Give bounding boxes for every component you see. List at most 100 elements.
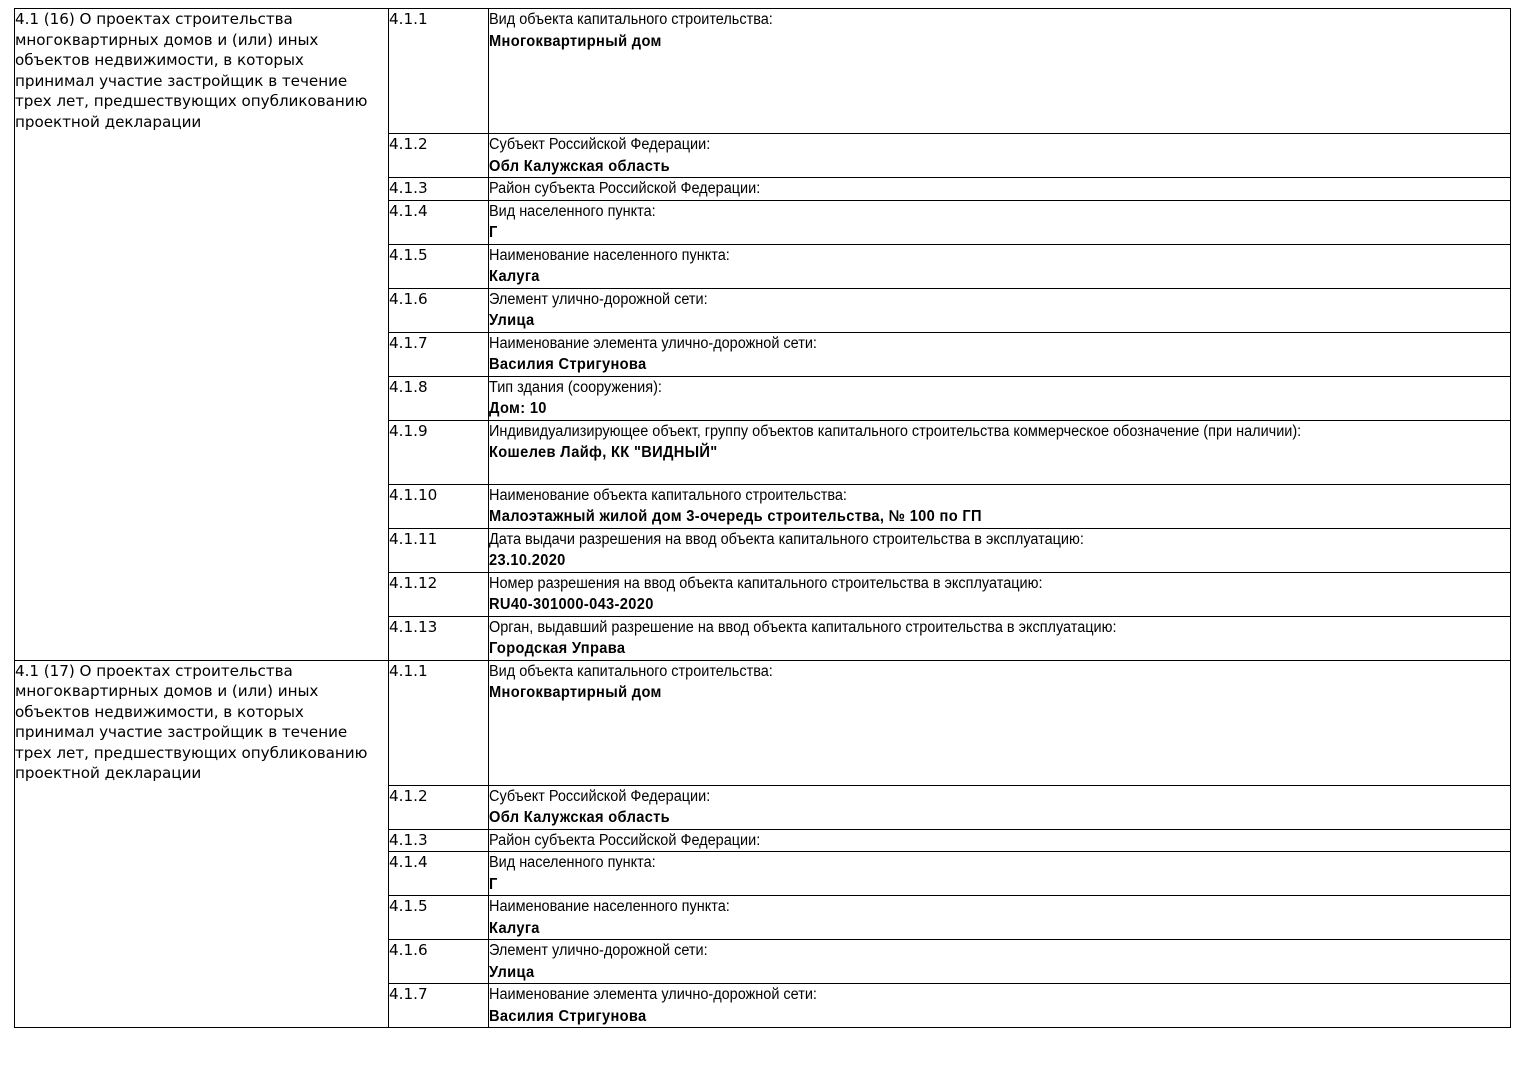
field-value: Многоквартирный дом <box>489 32 662 50</box>
code-cell: 4.1.3 <box>388 828 489 852</box>
field-value: Г <box>489 224 498 241</box>
code-cell: 4.1.10 <box>388 483 489 529</box>
row-code: 4.1.11 <box>389 529 438 548</box>
value-cell: Номер разрешения на ввод объекта капитал… <box>488 571 1511 617</box>
row-code: 4.1.10 <box>389 485 438 504</box>
section-cell-16: 4.1 (16) О проектах строительства многок… <box>14 8 389 661</box>
value-cell: Тип здания (сооружения): Дом: 10 <box>488 375 1511 421</box>
field-label: Тип здания (сооружения): <box>489 378 662 396</box>
code-cell: 4.1.7 <box>388 331 489 377</box>
code-cell: 4.1.1 <box>388 659 489 786</box>
field-label: Наименование населенного пункта: <box>489 246 730 264</box>
value-cell: Субъект Российской Федерации: Обл Калужс… <box>488 784 1511 830</box>
row-code: 4.1.6 <box>389 289 428 308</box>
table-row: 4.1.3 Район субъекта Российской Федераци… <box>15 828 1511 852</box>
value-cell: Вид объекта капитального строительства: … <box>488 659 1511 786</box>
value-cell: Элемент улично-дорожной сети: Улица <box>488 287 1511 333</box>
value-cell: Элемент улично-дорожной сети: Улица <box>488 939 1511 984</box>
table-row: 4.1.5 Наименование населенного пункта: К… <box>15 243 1511 289</box>
code-cell: 4.1.12 <box>388 571 489 617</box>
row-code: 4.1.1 <box>389 661 428 680</box>
code-cell: 4.1.6 <box>388 939 489 984</box>
field-label: Район субъекта Российской Федерации: <box>489 831 761 849</box>
field-value: Малоэтажный жилой дом 3-очередь строител… <box>489 508 982 525</box>
section-label-16: 4.1 (16) О проектах строительства многок… <box>15 10 368 131</box>
code-cell: 4.1.2 <box>388 133 489 178</box>
table-body: 4.1 (16) О проектах строительства многок… <box>14 8 1511 1028</box>
table-row: 4.1 (17) О проектах строительства многок… <box>14 659 1511 1028</box>
table-row: 4.1.2 Субъект Российской Федерации: Обл … <box>15 784 1511 830</box>
row-code: 4.1.5 <box>389 245 428 264</box>
value-cell: Район субъекта Российской Федерации: <box>488 828 1511 852</box>
code-cell: 4.1.3 <box>388 177 489 201</box>
field-label: Наименование элемента улично-дорожной се… <box>489 986 817 1003</box>
field-label: Номер разрешения на ввод объекта капитал… <box>489 574 1043 592</box>
table-row: 4.1.4 Вид населенного пункта: Г <box>15 199 1511 245</box>
row-code: 4.1.4 <box>389 201 428 220</box>
table-row: 4.1.3 Район субъекта Российской Федераци… <box>15 177 1511 201</box>
row-code: 4.1.6 <box>389 941 428 959</box>
field-value: RU40-301000-043-2020 <box>489 596 654 613</box>
value-cell: Вид населенного пункта: Г <box>488 199 1511 245</box>
table-row: 4.1.8 Тип здания (сооружения): Дом: 10 <box>15 375 1511 421</box>
field-value: Обл Калужская область <box>489 157 671 175</box>
code-cell: 4.1.5 <box>388 895 489 940</box>
field-label: Субъект Российской Федерации: <box>489 136 711 153</box>
code-cell: 4.1.4 <box>388 851 489 896</box>
section-label-17: 4.1 (17) О проектах строительства многок… <box>15 661 368 783</box>
field-value: Обл Калужская область <box>489 809 671 826</box>
row-code: 4.1.1 <box>389 10 428 28</box>
table-row: 4.1.6 Элемент улично-дорожной сети: Улиц… <box>15 939 1511 984</box>
table-row: 4.1.6 Элемент улично-дорожной сети: Улиц… <box>15 287 1511 333</box>
field-value: Кошелев Лайф, КК "ВИДНЫЙ" <box>489 444 718 461</box>
row-code: 4.1.2 <box>389 786 428 805</box>
field-label: Элемент улично-дорожной сети: <box>489 942 708 959</box>
field-label: Вид населенного пункта: <box>489 854 656 871</box>
field-label: Район субъекта Российской Федерации: <box>489 180 761 197</box>
field-value: Улица <box>489 312 535 329</box>
row-code: 4.1.3 <box>389 179 428 197</box>
table-row: 4.1.2 Субъект Российской Федерации: Обл … <box>15 133 1511 178</box>
row-code: 4.1.2 <box>389 135 428 153</box>
row-code: 4.1.12 <box>389 573 438 592</box>
value-cell: Наименование населенного пункта: Калуга <box>488 895 1511 940</box>
table-row: 4.1 (16) О проектах строительства многок… <box>14 8 1511 661</box>
field-label: Дата выдачи разрешения на ввод объекта к… <box>489 530 1084 548</box>
field-label: Субъект Российской Федерации: <box>489 787 711 805</box>
value-cell: Вид объекта капитального строительства: … <box>488 8 1511 134</box>
table-row: 4.1.5 Наименование населенного пункта: К… <box>15 895 1511 940</box>
code-cell: 4.1.8 <box>388 375 489 421</box>
field-label: Наименование населенного пункта: <box>489 898 730 915</box>
row-code: 4.1.8 <box>389 377 428 396</box>
field-value: Городская Управа <box>489 640 626 657</box>
code-cell: 4.1.6 <box>388 287 489 333</box>
row-code: 4.1.3 <box>389 830 428 849</box>
table-row: 4.1.12 Номер разрешения на ввод объекта … <box>15 571 1511 617</box>
code-cell: 4.1.7 <box>388 983 489 1028</box>
value-cell: Наименование элемента улично-дорожной се… <box>488 331 1511 377</box>
field-value: Василия Стригунова <box>489 356 647 373</box>
table-row: 4.1.7 Наименование элемента улично-дорож… <box>15 983 1511 1028</box>
value-cell: Дата выдачи разрешения на ввод объекта к… <box>488 527 1511 573</box>
field-value: 23.10.2020 <box>489 552 566 569</box>
row-code: 4.1.4 <box>389 853 428 871</box>
value-cell: Орган, выдавший разрешение на ввод объек… <box>488 615 1511 661</box>
section-cell-17: 4.1 (17) О проектах строительства многок… <box>14 659 389 1028</box>
field-value: Калуга <box>489 919 540 937</box>
table-row: 4.1.7 Наименование элемента улично-дорож… <box>15 331 1511 377</box>
field-label: Элемент улично-дорожной сети: <box>489 290 708 308</box>
field-label: Вид объекта капитального строительства: <box>489 662 773 680</box>
code-cell: 4.1.2 <box>388 784 489 830</box>
value-cell: Субъект Российской Федерации: Обл Калужс… <box>488 133 1511 178</box>
code-cell: 4.1.1 <box>388 8 489 134</box>
value-cell: Район субъекта Российской Федерации: <box>488 177 1511 201</box>
field-label: Орган, выдавший разрешение на ввод объек… <box>489 618 1117 636</box>
row-code: 4.1.5 <box>389 897 428 915</box>
value-cell: Наименование элемента улично-дорожной се… <box>488 983 1511 1028</box>
table-row: 4.1.10 Наименование объекта капитального… <box>15 483 1511 529</box>
field-label: Индивидуализирующее объект, группу объек… <box>489 422 1302 440</box>
field-label: Наименование элемента улично-дорожной се… <box>489 334 817 352</box>
field-value: Калуга <box>489 268 540 285</box>
field-label: Вид населенного пункта: <box>489 202 656 220</box>
value-cell: Индивидуализирующее объект, группу объек… <box>488 419 1511 485</box>
